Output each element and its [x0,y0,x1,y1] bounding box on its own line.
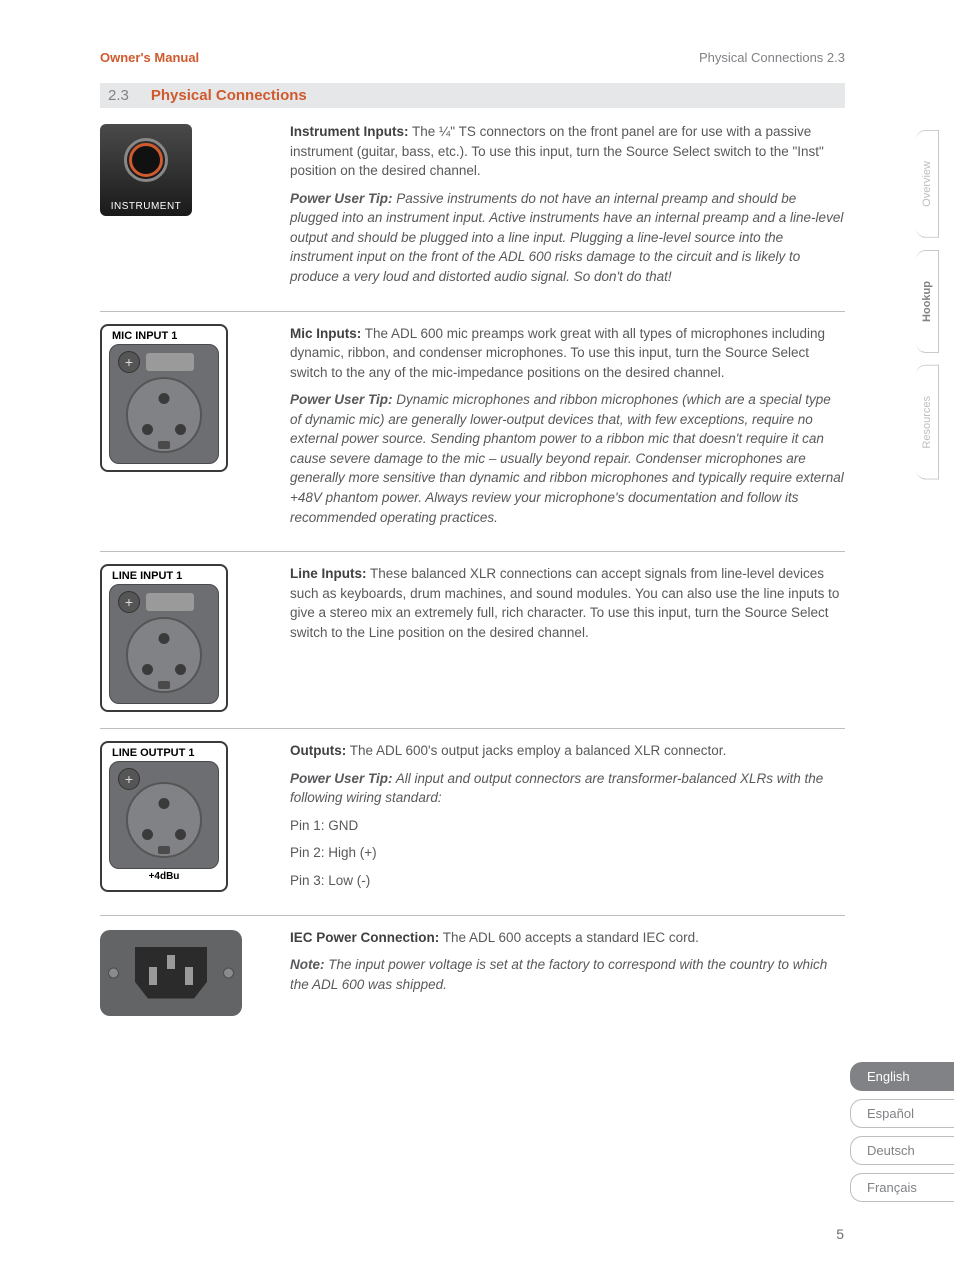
instrument-jack-diagram: INSTRUMENT [100,124,192,216]
line-inputs-text: Line Inputs: These balanced XLR connecti… [290,564,845,642]
xlr-tab-icon: + [118,768,140,790]
outputs-power-tip: Power User Tip: All input and output con… [290,769,845,808]
section-heading: 2.3 Physical Connections [100,83,845,108]
iec-text: IEC Power Connection: The ADL 600 accept… [290,928,845,948]
mic-input-diagram: MIC INPUT 1 + [100,324,228,472]
pin-3: Pin 3: Low (-) [290,871,845,891]
mic-power-tip: Power User Tip: Dynamic microphones and … [290,390,845,527]
line-input-diagram: LINE INPUT 1 + [100,564,228,712]
line-output-level-label: +4dBu [102,869,226,884]
lang-francais[interactable]: Français [850,1173,954,1202]
instrument-inputs-text: Instrument Inputs: The ¼" TS connectors … [290,122,845,181]
tab-hookup[interactable]: Hookup [916,250,939,353]
lang-espanol[interactable]: Español [850,1099,954,1128]
instrument-power-tip: Power User Tip: Passive instruments do n… [290,189,845,287]
owners-manual-label: Owner's Manual [100,50,199,65]
mic-inputs-text: Mic Inputs: The ADL 600 mic preamps work… [290,324,845,383]
language-tabs: English Español Deutsch Français [850,1062,954,1210]
iec-note: Note: The input power voltage is set at … [290,955,845,994]
line-output-block: LINE OUTPUT 1 + +4dBu Outputs: The ADL 6… [100,741,845,915]
iec-power-diagram [100,930,242,1016]
line-output-diagram: LINE OUTPUT 1 + +4dBu [100,741,228,892]
outputs-text: Outputs: The ADL 600's output jacks empl… [290,741,845,761]
line-input-block: LINE INPUT 1 + Line Inputs: These balanc… [100,564,845,729]
xlr-tab-icon: + [118,591,140,613]
instrument-block: INSTRUMENT Instrument Inputs: The ¼" TS … [100,122,845,312]
side-tabs: Overview Hookup Resources [916,130,954,491]
tab-resources[interactable]: Resources [916,365,939,480]
section-number: 2.3 [108,87,129,104]
page-number: 5 [836,1226,844,1242]
mic-block: MIC INPUT 1 + Mic Inputs: The ADL 600 mi… [100,324,845,553]
instrument-diagram-label: INSTRUMENT [100,201,192,212]
section-title: Physical Connections [151,87,307,104]
pin-1: Pin 1: GND [290,816,845,836]
xlr-tab-icon: + [118,351,140,373]
breadcrumb: Physical Connections 2.3 [699,50,845,65]
tab-overview[interactable]: Overview [916,130,939,238]
iec-block: IEC Power Connection: The ADL 600 accept… [100,928,845,1032]
page-header: Owner's Manual Physical Connections 2.3 [100,50,845,65]
line-output-diagram-label: LINE OUTPUT 1 [102,743,226,761]
pin-2: Pin 2: High (+) [290,843,845,863]
lang-english[interactable]: English [850,1062,954,1091]
line-input-diagram-label: LINE INPUT 1 [102,566,226,584]
mic-diagram-label: MIC INPUT 1 [102,326,226,344]
lang-deutsch[interactable]: Deutsch [850,1136,954,1165]
